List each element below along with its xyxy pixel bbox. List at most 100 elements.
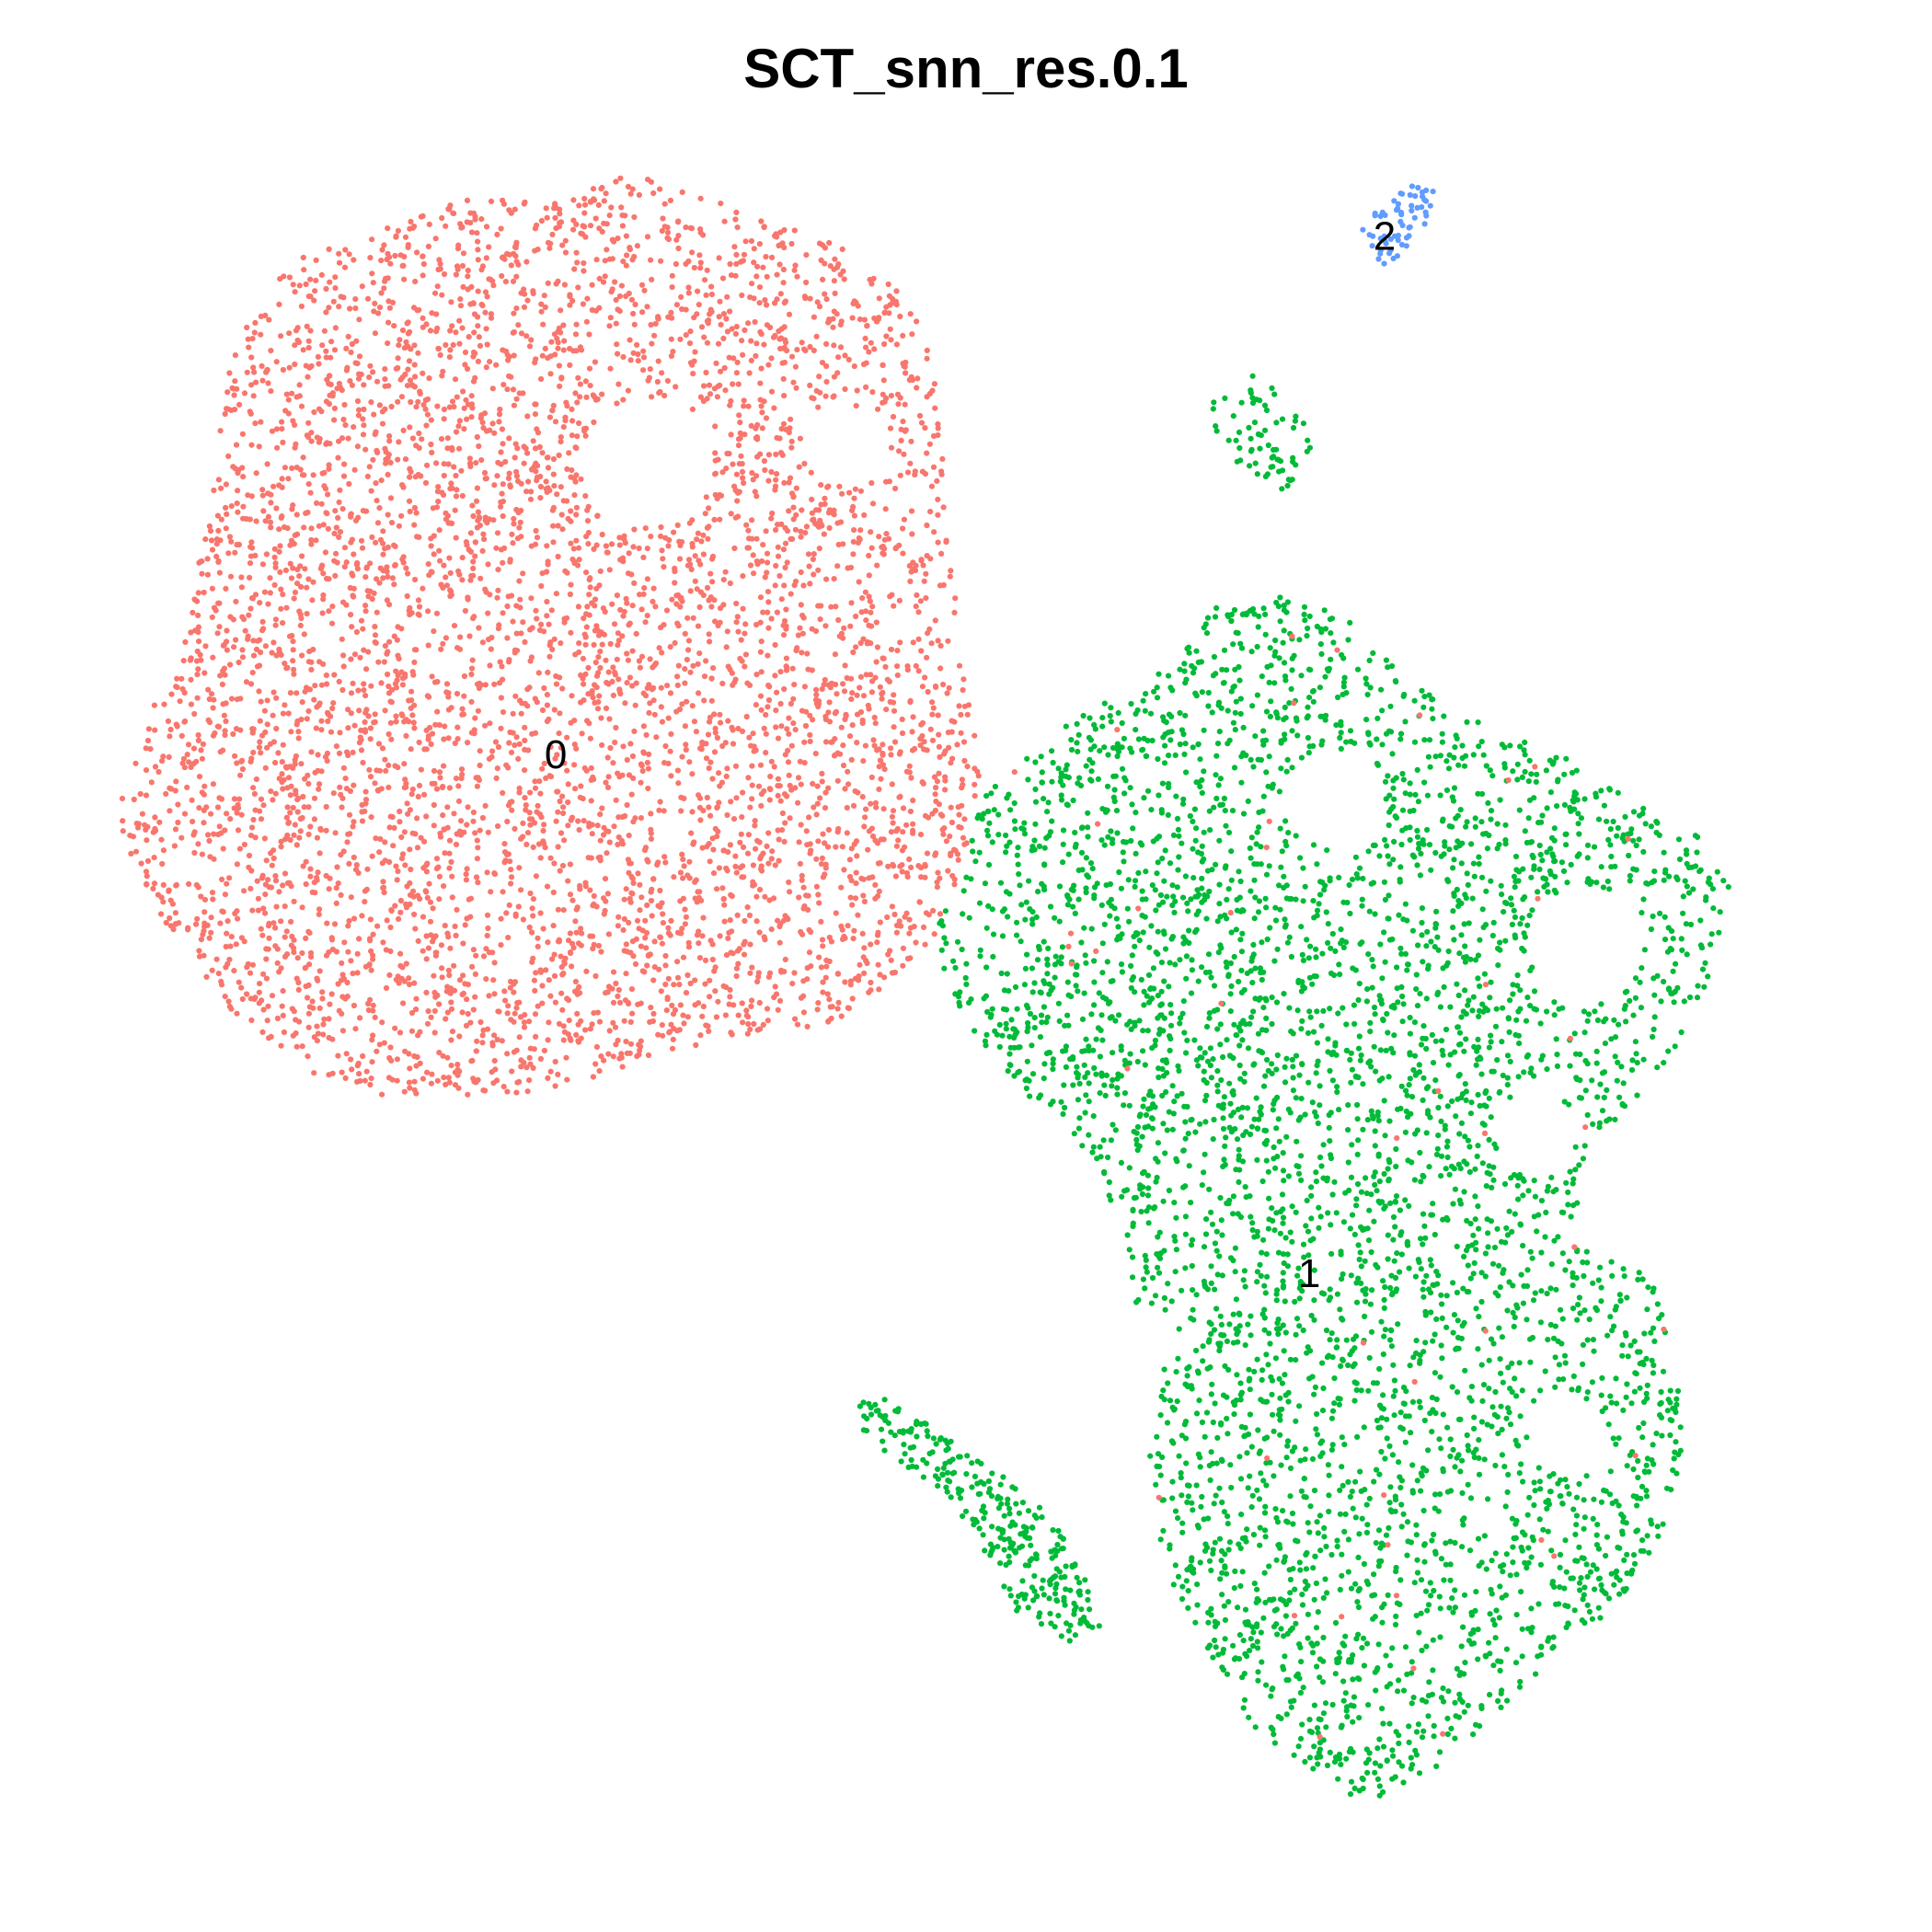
cluster-0-point (249, 961, 256, 968)
cluster-0-point (599, 184, 605, 191)
cluster-0-point (907, 578, 914, 585)
cluster-0-point (815, 603, 822, 609)
cluster-0-point (315, 767, 321, 774)
cluster-0-point (500, 889, 506, 895)
cluster-0-point (861, 316, 868, 323)
cluster-0-point (256, 688, 262, 695)
cluster-0-point (555, 938, 562, 945)
cluster-0-point (526, 1077, 533, 1084)
cluster-0-point (307, 489, 314, 496)
cluster-0-point (487, 720, 493, 727)
cluster-0-point (222, 891, 228, 898)
cluster-0-point (879, 696, 885, 702)
cluster-0-point (238, 574, 245, 581)
cluster-0-point (565, 781, 571, 788)
cluster-0-point (876, 986, 882, 993)
cluster-0-point (170, 926, 177, 933)
cluster-0-point (868, 979, 874, 986)
cluster-0-point (408, 218, 414, 225)
cluster-0-point (753, 493, 760, 500)
cluster-0-point (523, 489, 530, 495)
cluster-0-point (539, 707, 546, 714)
cluster-0-point (130, 834, 136, 840)
cluster-0-point (638, 653, 646, 660)
cluster-0-point (753, 273, 760, 280)
cluster-0-point (604, 828, 610, 834)
cluster-0-point (400, 1000, 407, 1006)
cluster-0-point (367, 736, 374, 742)
cluster-0-point (447, 945, 454, 951)
cluster-0-point (572, 478, 579, 485)
cluster-0-point (730, 741, 737, 747)
cluster-0-point (552, 419, 559, 425)
cluster-0-point (449, 446, 455, 454)
cluster-0-point (641, 585, 648, 592)
cluster-0-point (745, 403, 752, 409)
cluster-0-point (276, 548, 282, 555)
cluster-0-point (768, 856, 775, 862)
cluster-0-point (323, 348, 329, 354)
cluster-0-point (679, 753, 685, 760)
cluster-0-point (345, 333, 351, 339)
cluster-0-point (425, 608, 431, 615)
cluster-0-point (308, 536, 315, 544)
cluster-0-point (344, 979, 351, 986)
cluster-0-point (316, 406, 323, 412)
cluster-0-point (323, 354, 329, 361)
cluster-0-point (273, 426, 281, 432)
cluster-0-point (806, 949, 813, 956)
cluster-0-point (431, 1029, 438, 1036)
cluster-0-point (300, 863, 306, 869)
cluster-0-point (345, 725, 351, 731)
cluster-0-point (305, 707, 312, 715)
cluster-0-point (260, 905, 267, 912)
cluster-0-point (560, 424, 567, 431)
cluster-0-point (296, 282, 303, 289)
cluster-0-point (844, 830, 850, 836)
cluster-0-point (448, 480, 454, 487)
cluster-0-point (555, 1071, 561, 1077)
cluster-0-point (384, 597, 390, 604)
cluster-0-point (786, 311, 793, 317)
cluster-0-point (422, 397, 429, 404)
cluster-0-point (959, 776, 965, 783)
cluster-0-point (370, 1002, 376, 1008)
cluster-0-point (441, 1075, 447, 1081)
cluster-0-point (265, 946, 271, 952)
cluster-0-point (437, 260, 443, 267)
cluster-0-point (236, 805, 242, 811)
cluster-0-point (571, 762, 578, 768)
cluster-0-point (258, 331, 264, 338)
cluster-0-point (322, 549, 328, 556)
cluster-0-point (857, 488, 865, 494)
cluster-0-point (798, 528, 804, 535)
cluster-0-point (707, 306, 714, 313)
cluster-0-point (603, 705, 610, 712)
cluster-0-point (763, 254, 769, 260)
cluster-0-point (363, 886, 370, 892)
cluster-0-point (425, 1008, 431, 1015)
cluster-0-point (424, 462, 431, 468)
cluster-0-point (144, 837, 150, 844)
cluster-0-point (717, 711, 723, 718)
cluster-0-point (777, 700, 784, 707)
cluster-0-point (708, 283, 715, 290)
cluster-0-point (590, 946, 596, 952)
cluster-0-point (906, 916, 913, 923)
cluster-0-point (439, 965, 445, 972)
cluster-0-point (456, 1068, 463, 1075)
cluster-0-point (660, 215, 666, 222)
cluster-0-point (487, 592, 493, 598)
cluster-0-point (760, 1021, 766, 1028)
cluster-0-point (453, 776, 460, 782)
cluster-0-point (587, 223, 594, 229)
cluster-0-point (512, 1010, 518, 1017)
cluster-0-point (754, 436, 761, 443)
cluster-0-point (648, 257, 654, 263)
cluster-0-point (817, 517, 823, 523)
cluster-0-point (402, 234, 409, 240)
cluster-0-point (537, 790, 544, 797)
cluster-0-point (504, 351, 511, 358)
cluster-0-point (634, 243, 641, 249)
cluster-0-point (432, 236, 439, 242)
